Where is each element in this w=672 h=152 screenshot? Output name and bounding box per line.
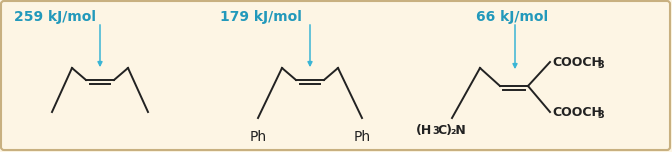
Text: (H: (H [416, 124, 432, 137]
Text: C): C) [437, 124, 452, 137]
Text: COOCH: COOCH [552, 105, 602, 119]
Text: Ph: Ph [353, 130, 370, 144]
Text: 66 kJ/mol: 66 kJ/mol [476, 10, 548, 24]
Text: 3: 3 [597, 110, 603, 120]
Text: Ph: Ph [249, 130, 267, 144]
Text: ₂N: ₂N [450, 124, 466, 137]
FancyBboxPatch shape [1, 1, 670, 150]
Text: 3: 3 [597, 60, 603, 70]
Text: 179 kJ/mol: 179 kJ/mol [220, 10, 302, 24]
Text: 259 kJ/mol: 259 kJ/mol [14, 10, 96, 24]
Text: 3: 3 [432, 126, 439, 136]
Text: COOCH: COOCH [552, 55, 602, 69]
